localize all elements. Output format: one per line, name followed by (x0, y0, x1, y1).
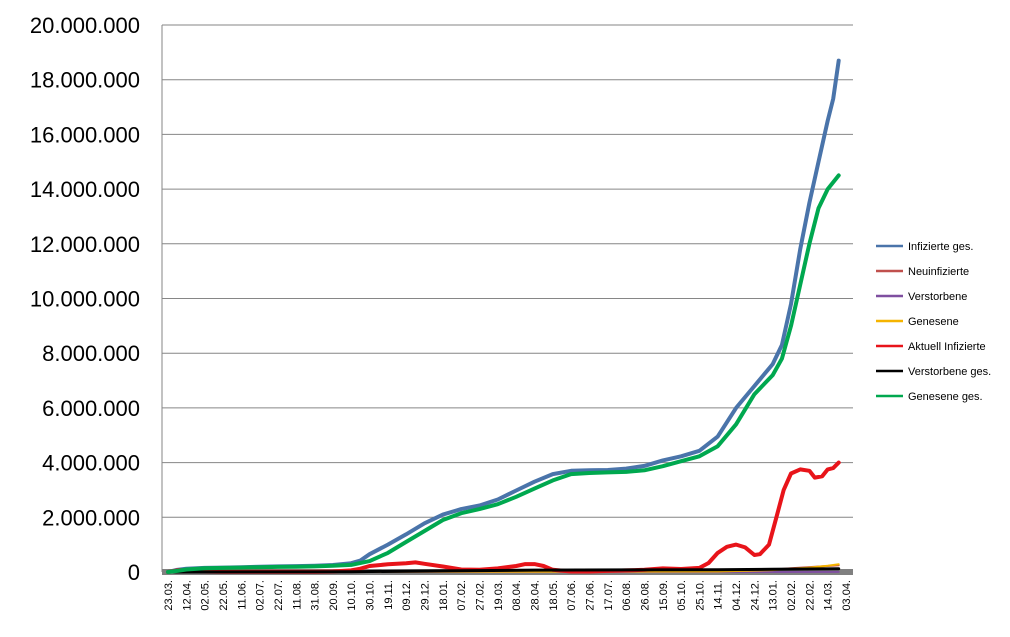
series-line-6 (166, 173, 841, 574)
y-tick-label: 18.000.000 (30, 68, 140, 93)
axes (161, 25, 853, 575)
x-tick-label: 02.07. (255, 580, 267, 611)
legend-label: Verstorbene (908, 291, 967, 303)
x-tick-label: 25.10. (694, 580, 706, 611)
x-tick-label: 07.06. (566, 580, 578, 611)
y-tick-label: 6.000.000 (42, 396, 140, 421)
x-tick-label: 18.01. (438, 580, 450, 611)
x-tick-label: 31.08. (310, 580, 322, 611)
x-tick-label: 13.01. (768, 580, 780, 611)
x-tick-label: 03.04. (841, 580, 853, 611)
legend: Infizierte ges. Neuinfizierte Verstorbene G… (876, 241, 991, 403)
x-tick-label: 27.06. (584, 580, 596, 611)
gridlines (162, 24, 853, 518)
y-tick-label: 12.000.000 (30, 232, 140, 257)
x-tick-label: 15.09. (658, 580, 670, 611)
x-tick-label: 02.02. (786, 580, 798, 611)
x-tick-label: 27.02. (475, 580, 487, 611)
legend-label: Infizierte ges. (908, 241, 973, 253)
x-tick-label: 23.03. (163, 580, 175, 611)
x-tick-label: 08.04. (511, 580, 523, 611)
y-tick-label: 14.000.000 (30, 177, 140, 202)
x-tick-label: 24.12. (749, 580, 761, 611)
x-tick-label: 05.10. (676, 580, 688, 611)
x-tick-label: 30.10. (365, 580, 377, 611)
legend-label: Genesene ges. (908, 391, 983, 403)
x-tick-label: 11.08. (291, 580, 303, 610)
x-tick-label: 26.08. (639, 580, 651, 611)
x-tick-label: 18.05. (548, 580, 560, 611)
x-tick-label: 02.05. (200, 580, 212, 611)
x-tick-label: 29.12. (420, 580, 432, 611)
series-lines (166, 58, 841, 574)
legend-label: Genesene (908, 316, 959, 328)
x-tick-label: 19.11. (383, 580, 395, 610)
x-tick-label: 04.12. (731, 580, 743, 611)
x-tick-label: 07.02. (456, 580, 468, 611)
y-axis-tick-labels: 0 2.000.000 4.000.000 6.000.000 8.000.000 10.… (30, 13, 140, 585)
y-tick-label: 4.000.000 (42, 451, 140, 476)
x-tick-label: 10.10. (346, 580, 358, 611)
x-tick-label: 20.09. (328, 580, 340, 611)
y-tick-label: 16.000.000 (30, 122, 140, 147)
x-tick-label: 17.07. (603, 580, 615, 611)
y-tick-label: 2.000.000 (42, 505, 140, 530)
y-tick-label: 0 (128, 560, 140, 585)
x-tick-label: 12.04. (181, 580, 193, 611)
legend-label: Neuinfizierte (908, 266, 969, 278)
x-tick-label: 06.08. (621, 580, 633, 611)
x-tick-label: 22.05. (218, 580, 230, 611)
x-tick-label: 22.07. (273, 580, 285, 611)
legend-label: Aktuell Infizierte (908, 341, 986, 353)
x-tick-label: 28.04. (529, 580, 541, 611)
series-line-0 (166, 58, 841, 574)
y-tick-label: 20.000.000 (30, 13, 140, 38)
series-line-5 (166, 567, 841, 574)
x-tick-label: 22.02. (804, 580, 816, 611)
y-tick-label: 10.000.000 (30, 287, 140, 312)
x-tick-label: 14.03. (823, 580, 835, 611)
x-tick-label: 14.11. (713, 580, 725, 610)
x-axis-tick-labels: 23.03. 12.04. 02.05. 22.05. 11.06. 02.07. 22.0… (163, 580, 853, 611)
legend-label: Verstorbene ges. (908, 366, 991, 378)
x-tick-label: 09.12. (401, 580, 413, 611)
y-tick-label: 8.000.000 (42, 341, 140, 366)
x-tick-label: 19.03. (493, 580, 505, 611)
x-tick-label: 11.06. (236, 580, 248, 610)
